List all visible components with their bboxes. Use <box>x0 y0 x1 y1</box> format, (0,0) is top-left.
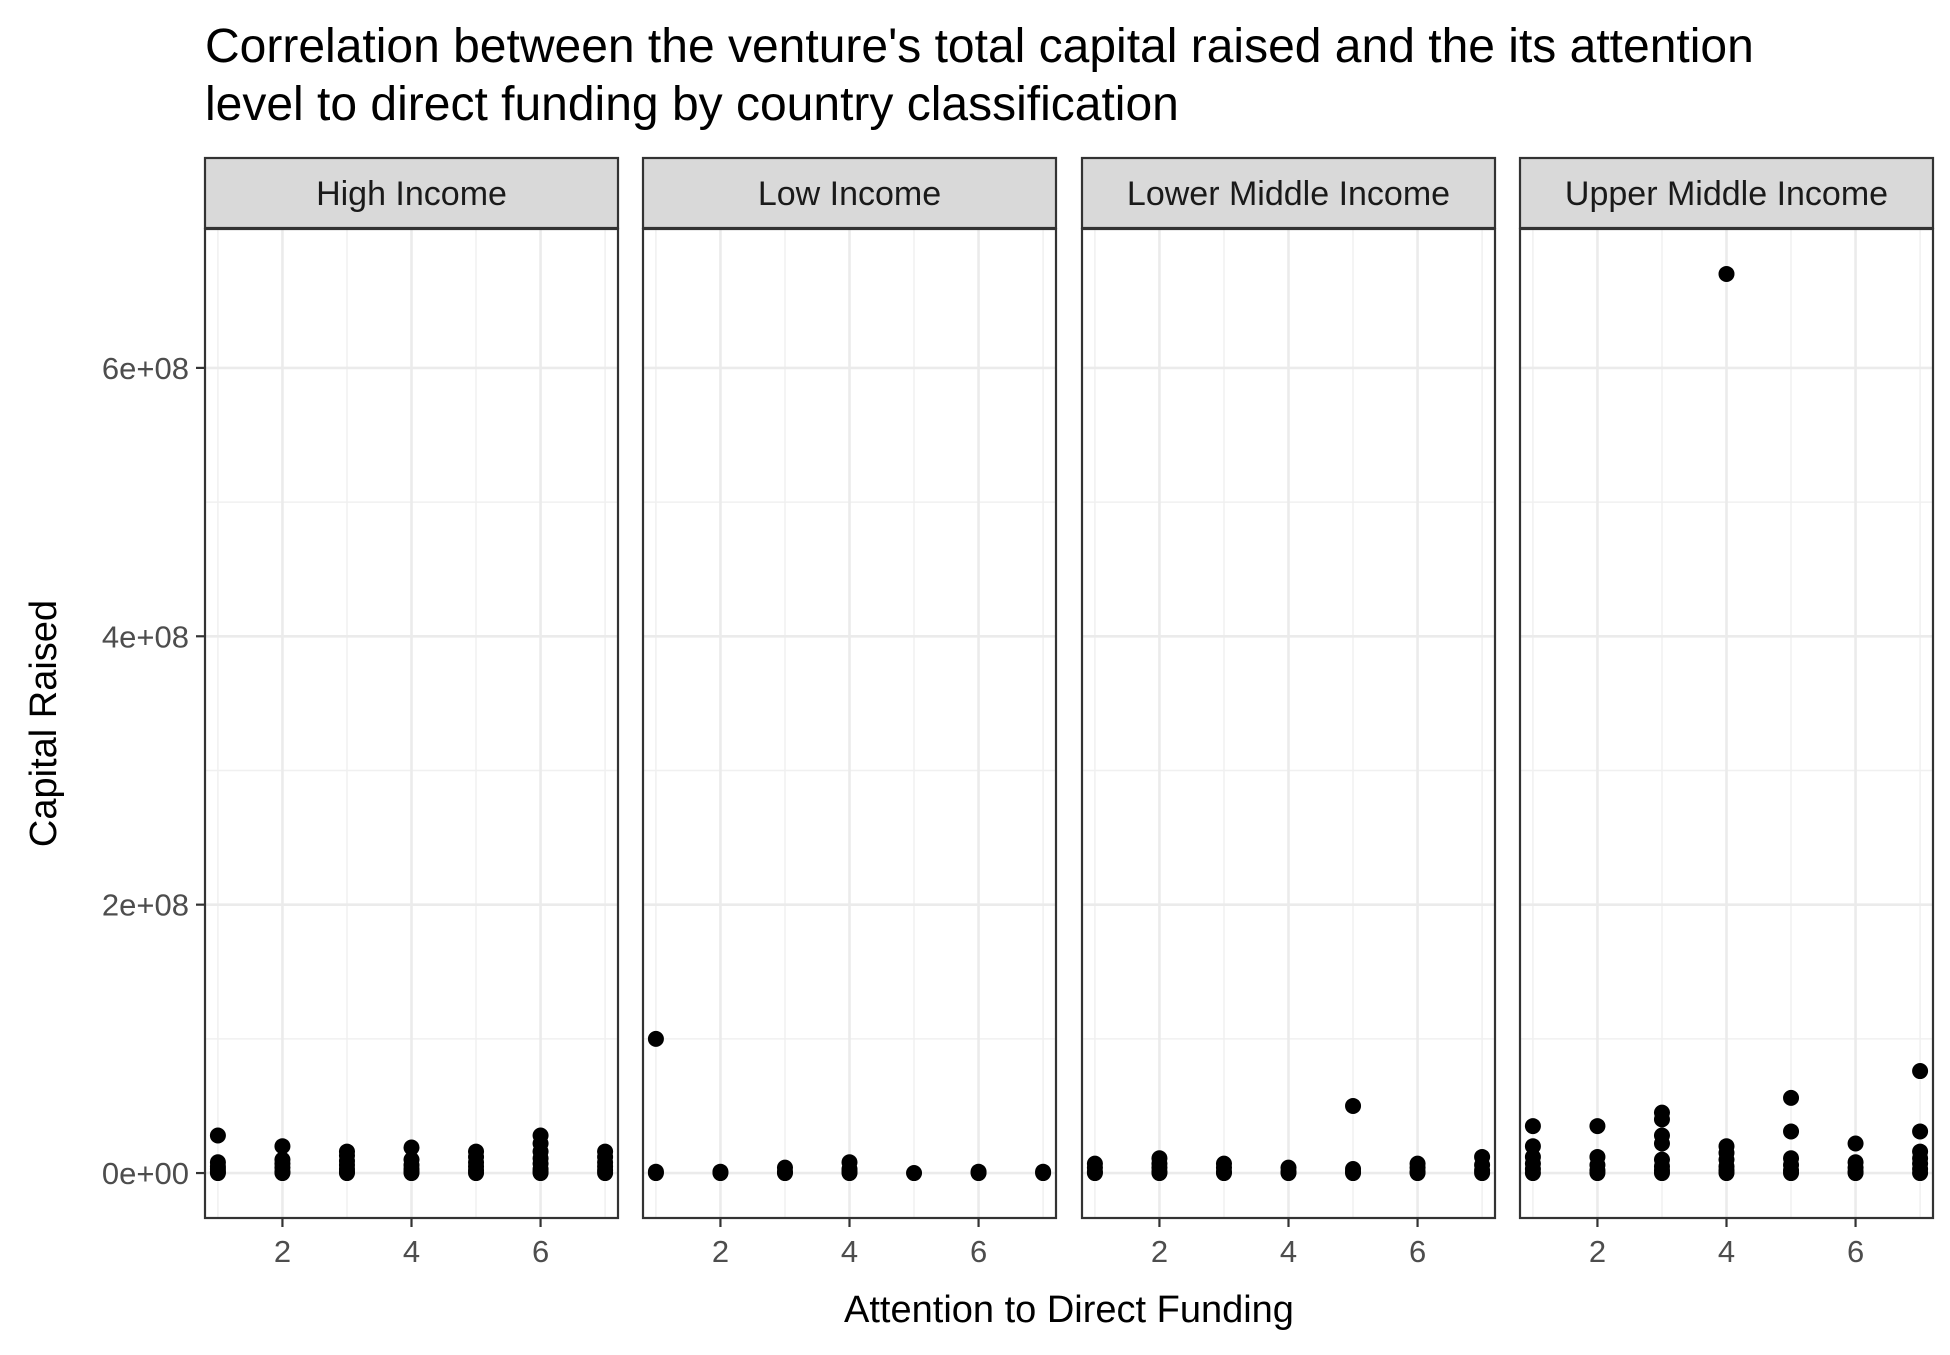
x-tick-label: 2 <box>1151 1234 1168 1269</box>
scatter-point <box>1653 1111 1670 1128</box>
scatter-point <box>712 1165 729 1182</box>
x-axis-label: Attention to Direct Funding <box>844 1289 1294 1331</box>
x-tick-label: 4 <box>403 1234 420 1269</box>
scatter-point <box>274 1165 291 1182</box>
y-tick-label: 6e+08 <box>102 351 189 386</box>
x-tick-label: 6 <box>1409 1234 1426 1269</box>
scatter-point <box>1847 1135 1864 1152</box>
x-tick-label: 2 <box>274 1234 291 1269</box>
facet-strip-label: High Income <box>316 175 507 213</box>
scatter-point <box>1783 1089 1800 1106</box>
scatter-point <box>776 1165 793 1182</box>
scatter-point <box>274 1138 291 1155</box>
scatter-point <box>841 1165 858 1182</box>
y-tick-label: 0e+00 <box>102 1156 189 1191</box>
scatter-point <box>1524 1118 1541 1135</box>
scatter-point <box>1783 1123 1800 1140</box>
scatter-point <box>1474 1165 1491 1182</box>
x-tick-label: 6 <box>1847 1234 1864 1269</box>
scatter-point <box>1035 1165 1052 1182</box>
scatter-point <box>1524 1165 1541 1182</box>
scatter-point <box>338 1165 355 1182</box>
scatter-point <box>1280 1165 1297 1182</box>
scatter-point <box>647 1165 664 1182</box>
facet-strip <box>203 156 620 230</box>
scatter-point <box>1718 1165 1735 1182</box>
facet-strip-label: Low Income <box>758 175 941 213</box>
scatter-point <box>1086 1165 1103 1182</box>
facet-strip <box>641 156 1058 230</box>
x-tick-label: 4 <box>1280 1234 1297 1269</box>
scatter-point <box>1215 1165 1232 1182</box>
scatter-point <box>1847 1165 1864 1182</box>
facet-strip-label: Upper Middle Income <box>1565 175 1888 213</box>
x-tick-label: 6 <box>970 1234 987 1269</box>
x-tick-label: 4 <box>1718 1234 1735 1269</box>
facet-panel: High Income 2 4 6 <box>203 156 620 1269</box>
scatter-point <box>1783 1165 1800 1182</box>
scatter-point <box>1409 1165 1426 1182</box>
y-tick-label: 4e+08 <box>102 619 189 654</box>
facet-strip <box>1518 156 1935 230</box>
scatter-point <box>209 1165 226 1182</box>
facet-panel: Upper Middle Income 2 4 6 <box>1518 156 1935 1269</box>
x-tick-label: 4 <box>841 1234 858 1269</box>
facet-strip <box>1080 156 1497 230</box>
scatter-point <box>1151 1165 1168 1182</box>
chart-title-line-2: level to direct funding by country class… <box>205 78 1179 131</box>
scatter-point <box>1912 1063 1929 1080</box>
facet-strip-label: Lower Middle Income <box>1127 175 1450 213</box>
scatter-point <box>1912 1123 1929 1140</box>
scatter-point <box>970 1165 987 1182</box>
x-tick-label: 2 <box>712 1234 729 1269</box>
scatter-point <box>1653 1135 1670 1152</box>
scatter-point <box>1589 1165 1606 1182</box>
scatter-point <box>1345 1165 1362 1182</box>
scatter-point <box>597 1165 614 1182</box>
y-axis-label: Capital Raised <box>23 600 65 847</box>
y-tick-label: 2e+08 <box>102 888 189 923</box>
chart-title-line-1: Correlation between the venture's total … <box>205 20 1754 73</box>
scatter-point <box>532 1165 549 1182</box>
facet-panel: Low Income 2 4 6 <box>641 156 1058 1269</box>
y-axis: 0e+00 2e+08 4e+08 6e+08 <box>102 351 205 1191</box>
x-tick-label: 6 <box>532 1234 549 1269</box>
facet-panel: Lower Middle Income 2 4 6 <box>1080 156 1497 1269</box>
x-tick-label: 2 <box>1589 1234 1606 1269</box>
scatter-point <box>1912 1165 1929 1182</box>
scatter-point <box>209 1127 226 1144</box>
scatter-point <box>403 1139 420 1156</box>
scatter-point <box>1345 1097 1362 1114</box>
chart-title: Correlation between the venture's total … <box>205 20 1754 131</box>
scatter-point <box>1589 1118 1606 1135</box>
scatter-point <box>403 1165 420 1182</box>
scatter-point <box>906 1165 923 1182</box>
scatter-point <box>647 1030 664 1047</box>
scatter-point <box>468 1165 485 1182</box>
scatter-point <box>1718 265 1735 282</box>
scatter-point <box>1653 1165 1670 1182</box>
